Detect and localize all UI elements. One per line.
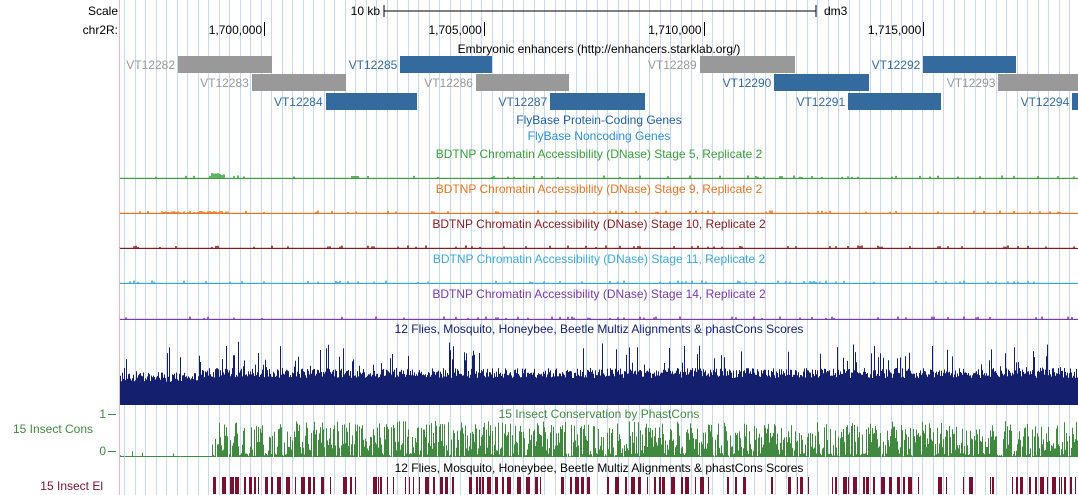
- flybase-coding-title[interactable]: FlyBase Protein-Coding Genes: [516, 113, 682, 127]
- chrom-label: chr2R:: [82, 23, 118, 37]
- flybase-noncoding-title[interactable]: FlyBase Noncoding Genes: [527, 129, 671, 143]
- enhancer-feature[interactable]: [178, 56, 273, 73]
- dnase-stage9-title[interactable]: BDTNP Chromatin Accessibility (DNase) St…: [435, 182, 763, 196]
- enhancer-label[interactable]: VT12289: [647, 58, 697, 72]
- ruler-tick-mark: [264, 22, 265, 36]
- multiz-signal: [120, 341, 1078, 405]
- dnase-stage11-title[interactable]: BDTNP Chromatin Accessibility (DNase) St…: [432, 252, 766, 266]
- dnase-stage5-title[interactable]: BDTNP Chromatin Accessibility (DNase) St…: [435, 147, 763, 161]
- enhancer-label[interactable]: VT12294: [1020, 95, 1070, 109]
- scalebar-label: 10 kb: [350, 4, 380, 18]
- conservation-side-label[interactable]: 15 Insect Cons: [12, 422, 93, 436]
- multiz-track-title[interactable]: 12 Flies, Mosquito, Honeybee, Beetle Mul…: [394, 322, 804, 336]
- dnase-stage14-title[interactable]: BDTNP Chromatin Accessibility (DNase) St…: [432, 287, 766, 301]
- dnase-signal: [119, 280, 1078, 284]
- enhancer-label[interactable]: VT12286: [424, 76, 473, 90]
- assembly-label: dm3: [824, 4, 848, 18]
- conservation-track-title[interactable]: 15 Insect Conservation by PhastCons: [498, 407, 700, 421]
- dnase-signal: [119, 210, 1078, 214]
- conservation-axis-min: 0: [99, 444, 106, 458]
- enhancer-label[interactable]: VT12287: [498, 95, 548, 109]
- enhancer-feature[interactable]: [400, 56, 493, 73]
- enhancer-label[interactable]: VT12293: [946, 76, 996, 90]
- dnase-signal: [119, 245, 1078, 249]
- scale-label: Scale: [87, 4, 118, 18]
- enhancer-label[interactable]: VT12282: [126, 58, 175, 72]
- scale-bar: [383, 5, 817, 17]
- enhancer-feature[interactable]: [1072, 93, 1078, 110]
- ruler-tick-label: 1,710,000: [648, 23, 702, 37]
- ruler-tick-mark: [704, 22, 705, 36]
- ruler-tick-label: 1,700,000: [208, 23, 263, 37]
- ruler-tick-label: 1,715,000: [867, 23, 922, 37]
- enhancers-track-title[interactable]: Embryonic enhancers (http://enhancers.st…: [457, 42, 741, 56]
- enhancer-feature[interactable]: [998, 74, 1078, 91]
- enhancer-feature[interactable]: [774, 74, 869, 91]
- enhancer-label[interactable]: VT12285: [348, 58, 398, 72]
- conserved-elements: [213, 477, 1076, 494]
- enhancer-label[interactable]: VT12291: [796, 95, 846, 109]
- enhancer-feature[interactable]: [699, 56, 795, 73]
- enhancer-label[interactable]: VT12290: [722, 76, 772, 90]
- enhancer-label[interactable]: VT12283: [200, 76, 249, 90]
- dnase-signal: [119, 316, 1078, 320]
- enhancer-feature[interactable]: [923, 56, 1016, 73]
- ruler-tick-mark: [484, 22, 485, 36]
- enhancer-feature[interactable]: [475, 74, 569, 91]
- enhancer-feature[interactable]: [848, 93, 942, 110]
- dnase-stage10-title[interactable]: BDTNP Chromatin Accessibility (DNase) St…: [432, 217, 766, 231]
- dnase-signal: [119, 173, 1078, 179]
- ruler-tick-mark: [923, 22, 924, 36]
- enhancer-label[interactable]: VT12284: [273, 95, 323, 109]
- elements-side-label[interactable]: 15 Insect El: [40, 479, 103, 493]
- ruler-tick-label: 1,705,000: [428, 23, 482, 37]
- enhancer-feature[interactable]: [550, 93, 646, 110]
- elements-track-title[interactable]: 12 Flies, Mosquito, Honeybee, Beetle Mul…: [394, 461, 804, 475]
- conservation-signal: [108, 414, 1078, 457]
- enhancer-label[interactable]: VT12292: [871, 58, 921, 72]
- enhancer-feature[interactable]: [325, 93, 417, 110]
- conservation-axis-max: 1: [99, 407, 106, 421]
- enhancer-feature[interactable]: [251, 74, 346, 91]
